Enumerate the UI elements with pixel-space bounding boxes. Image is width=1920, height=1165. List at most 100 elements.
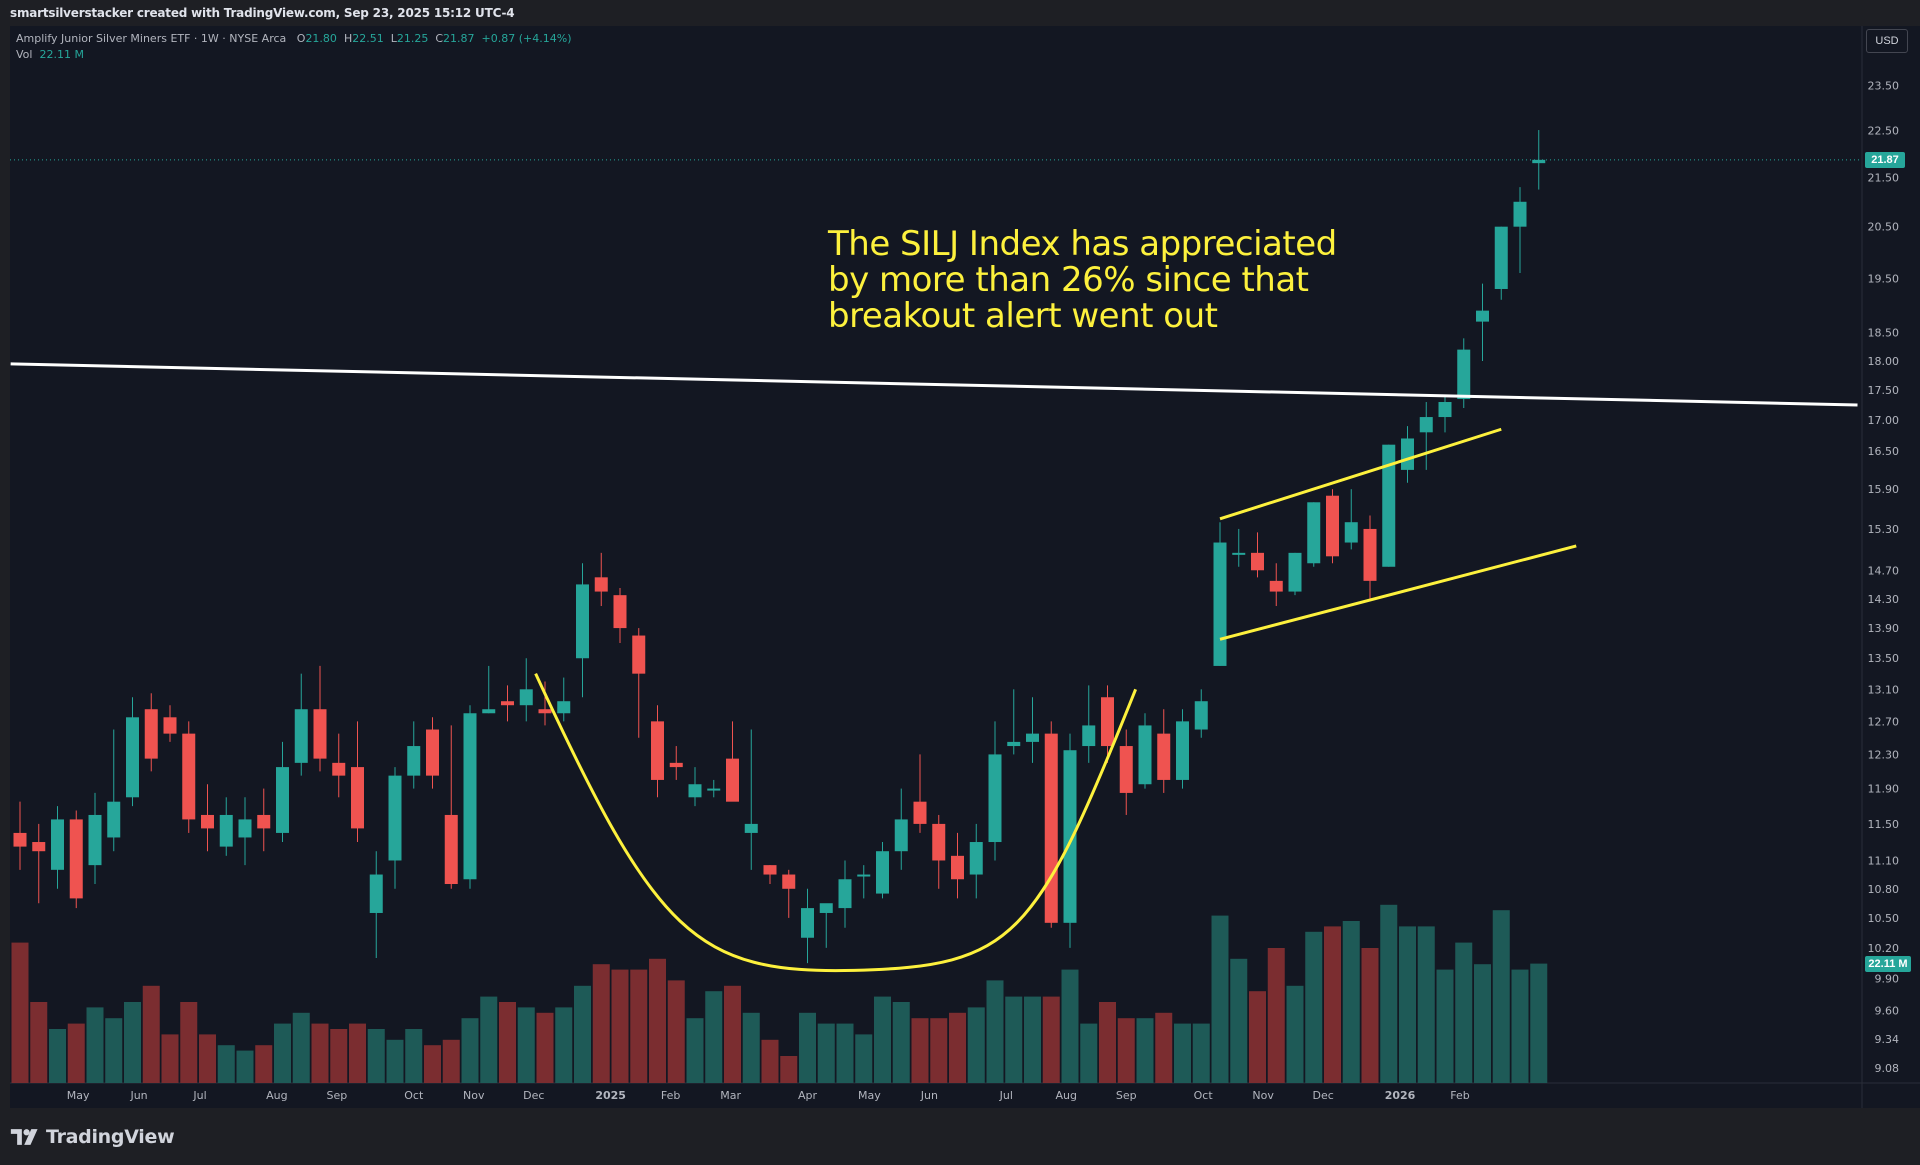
y-tick-label: 22.50 xyxy=(1868,125,1900,138)
volume-bar xyxy=(1136,1018,1154,1083)
y-tick-label: 10.20 xyxy=(1868,942,1900,955)
volume-bar xyxy=(311,1023,329,1083)
candle-body xyxy=(313,709,327,759)
candle-body xyxy=(613,595,627,629)
volume-bar xyxy=(1530,963,1548,1083)
volume-bar xyxy=(799,1012,816,1083)
volume-bar xyxy=(855,1034,873,1083)
candles xyxy=(13,130,1546,964)
candle-body xyxy=(726,758,739,802)
author-credit: smartsilverstacker created with TradingV… xyxy=(10,6,515,20)
volume-bar xyxy=(967,1007,985,1083)
annotation-text: The SILJ Index has appreciated by more t… xyxy=(828,226,1337,334)
volume-bar xyxy=(499,1002,516,1083)
candle-body xyxy=(1269,580,1283,592)
candle-body xyxy=(913,801,927,824)
candle-body xyxy=(388,775,402,861)
candle-body xyxy=(651,721,664,780)
candle-body xyxy=(1344,522,1358,543)
annotation-line-3: breakout alert went out xyxy=(828,296,1218,336)
candle-body xyxy=(857,874,871,877)
candle-body xyxy=(51,819,64,870)
volume-bar xyxy=(1511,969,1529,1083)
x-tick-label: Oct xyxy=(1194,1089,1214,1102)
x-tick-label: May xyxy=(858,1089,881,1102)
x-tick-label: Jul xyxy=(192,1089,206,1102)
candle-body xyxy=(969,842,983,875)
last-price-tag: 21.87 xyxy=(1865,151,1905,168)
x-tick-label: Aug xyxy=(1056,1089,1077,1102)
volume-bar xyxy=(199,1034,216,1083)
candle-body xyxy=(13,832,27,847)
currency-button[interactable]: USD xyxy=(1866,29,1908,53)
volume-bar xyxy=(1211,915,1229,1083)
y-tick-label: 10.80 xyxy=(1868,883,1900,896)
volume-bar xyxy=(1155,1012,1173,1083)
candle-body xyxy=(144,709,158,759)
y-tick-label: 9.08 xyxy=(1875,1062,1900,1075)
cup-pattern-curve xyxy=(534,673,1138,973)
x-tick-label: Nov xyxy=(463,1089,485,1102)
candle-body xyxy=(838,879,852,909)
volume-bar xyxy=(386,1039,404,1083)
volume-bar xyxy=(1361,948,1379,1083)
volume-bar xyxy=(424,1045,441,1083)
candle-body xyxy=(32,842,46,852)
candle-body xyxy=(1288,552,1302,592)
candle-body xyxy=(1026,733,1039,742)
y-tick-label: 15.90 xyxy=(1868,483,1900,496)
volume-bar xyxy=(349,1023,366,1083)
volume-bar xyxy=(180,1002,198,1083)
volume-bar xyxy=(1117,1018,1135,1083)
candle-body xyxy=(557,701,571,714)
volume-bar xyxy=(1399,926,1416,1083)
candle-body xyxy=(1232,552,1246,555)
y-tick-label: 9.60 xyxy=(1875,1004,1900,1017)
volume-bar xyxy=(292,1012,310,1083)
x-tick-label: Nov xyxy=(1252,1089,1274,1102)
candle-body xyxy=(201,814,214,829)
candle-body xyxy=(257,814,271,829)
trendline-resistance xyxy=(10,362,1858,407)
top-bar: smartsilverstacker created with TradingV… xyxy=(0,0,1920,26)
volume-bar xyxy=(780,1056,798,1083)
volume-bar xyxy=(461,1018,479,1083)
y-tick-label: 12.30 xyxy=(1868,748,1900,761)
x-tick-label: Jul xyxy=(999,1089,1013,1102)
tradingview-brand[interactable]: TradingView xyxy=(10,1126,175,1148)
volume-bar xyxy=(724,985,741,1083)
candle-body xyxy=(1157,733,1171,780)
y-tick-label: 20.50 xyxy=(1868,221,1900,234)
candle-body xyxy=(707,788,721,791)
volume-bar xyxy=(367,1029,385,1083)
candle-body xyxy=(1251,552,1264,571)
annotation-line-2: by more than 26% since that xyxy=(828,260,1309,300)
volume-bar xyxy=(67,1023,85,1083)
x-tick-label: Jun xyxy=(920,1089,938,1102)
candle-body xyxy=(407,746,421,776)
volume-bar xyxy=(649,958,666,1083)
candle-body xyxy=(1307,502,1321,564)
volume-bar xyxy=(555,1007,573,1083)
x-tick-label: Feb xyxy=(661,1089,680,1102)
candle-body xyxy=(463,713,477,880)
volume-bars xyxy=(11,904,1548,1083)
x-tick-label: Sep xyxy=(1116,1089,1137,1102)
x-tick-label: May xyxy=(67,1089,90,1102)
y-tick-label: 15.30 xyxy=(1868,523,1900,536)
volume-bar xyxy=(986,980,1004,1083)
volume-bar xyxy=(1324,926,1341,1083)
volume-bar xyxy=(1005,996,1023,1083)
candle-body xyxy=(782,874,796,889)
volume-bar xyxy=(1174,1023,1191,1083)
y-tick-label: 17.00 xyxy=(1868,414,1900,427)
y-tick-label: 12.70 xyxy=(1868,715,1900,728)
volume-bar xyxy=(874,996,891,1083)
volume-bar xyxy=(911,1018,929,1083)
candle-body xyxy=(219,814,233,847)
close-value: 21.87 xyxy=(443,32,475,45)
x-tick-label: 2025 xyxy=(595,1089,626,1102)
y-tick-label: 19.50 xyxy=(1868,272,1900,285)
volume-bar xyxy=(217,1045,235,1083)
